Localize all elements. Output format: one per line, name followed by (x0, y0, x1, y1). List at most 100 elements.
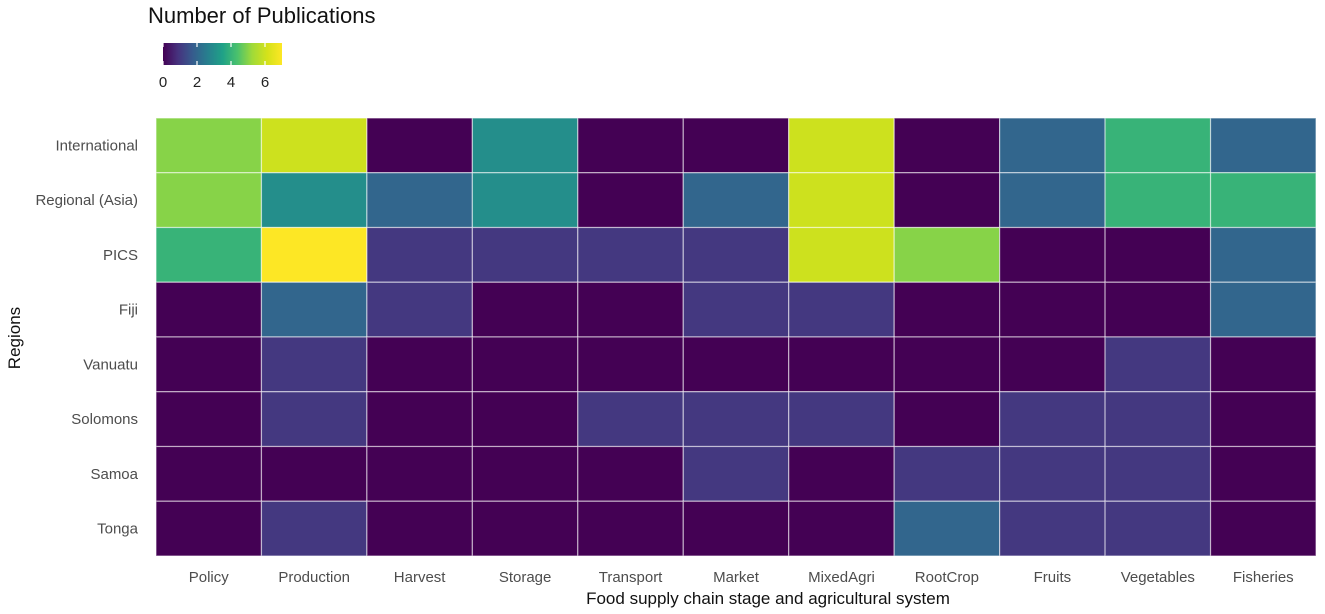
heatmap-cell (155, 172, 263, 229)
heatmap-cell (366, 226, 473, 283)
heatmap-cell (682, 445, 790, 502)
heatmap-cell (788, 226, 895, 283)
heatmap-cell (1104, 117, 1212, 174)
heatmap-cells (155, 117, 1317, 557)
heatmap-cell (1104, 336, 1212, 393)
heatmap-cell (577, 391, 684, 448)
heatmap-cell (577, 172, 684, 229)
x-axis-tick-labels: Policy Production Harvest Storage Transport M… (189, 569, 1294, 586)
heatmap-cell (577, 281, 684, 338)
heatmap-cell (471, 226, 579, 283)
heatmap-cell (366, 445, 473, 502)
heatmap-cell (366, 117, 473, 174)
heatmap-cell (471, 281, 579, 338)
legend-colorbar (163, 43, 282, 65)
heatmap-cell (893, 500, 1001, 557)
heatmap-cell (682, 172, 790, 229)
heatmap-cell (577, 336, 684, 393)
heatmap-cell (260, 336, 368, 393)
heatmap-cell (999, 117, 1106, 174)
heatmap-cell (366, 391, 473, 448)
y-tick-label: PICS (103, 247, 138, 264)
heatmap-cell (893, 281, 1001, 338)
heatmap-cell (1104, 172, 1212, 229)
heatmap-cell (788, 281, 895, 338)
heatmap-cell (893, 391, 1001, 448)
heatmap-cell (1209, 336, 1317, 393)
x-tick-label: Vegetables (1121, 569, 1195, 586)
heatmap-cell (1209, 391, 1317, 448)
heatmap-cell (577, 117, 684, 174)
heatmap-cell (471, 117, 579, 174)
y-tick-label: Regional (Asia) (35, 192, 138, 209)
heatmap-cell (1209, 226, 1317, 283)
y-tick-label: Solomons (71, 411, 138, 428)
y-tick-label: Fiji (119, 302, 138, 319)
heatmap-cell (788, 336, 895, 393)
heatmap-cell (260, 391, 368, 448)
heatmap-cell (155, 391, 263, 448)
heatmap-cell (260, 117, 368, 174)
x-tick-label: MixedAgri (808, 569, 875, 586)
heatmap-cell (682, 117, 790, 174)
legend-tick-label: 4 (227, 74, 235, 91)
heatmap-cell (577, 445, 684, 502)
heatmap-cell (155, 117, 263, 174)
heatmap-cell (155, 500, 263, 557)
heatmap-cell (471, 445, 579, 502)
x-tick-label: Market (713, 569, 760, 586)
heatmap-cell (155, 336, 263, 393)
heatmap-cell (893, 117, 1001, 174)
heatmap-cell (893, 172, 1001, 229)
legend-tick-label: 6 (261, 74, 269, 91)
heatmap-cell (999, 500, 1106, 557)
heatmap-cell (366, 336, 473, 393)
heatmap-cell (788, 391, 895, 448)
heatmap-cell (1209, 117, 1317, 174)
heatmap-cell (999, 226, 1106, 283)
heatmap-cell (471, 336, 579, 393)
heatmap-cell (1104, 281, 1212, 338)
heatmap-cell (788, 117, 895, 174)
y-tick-label: International (55, 137, 138, 154)
heatmap-cell (260, 226, 368, 283)
y-axis-title: Regions (5, 307, 24, 369)
x-tick-label: Fruits (1034, 569, 1072, 586)
heatmap-cell (893, 226, 1001, 283)
heatmap-cell (1104, 445, 1212, 502)
heatmap-cell (999, 445, 1106, 502)
x-tick-label: Production (278, 569, 350, 586)
legend: Number of Publications 0 2 4 6 (148, 3, 375, 91)
y-tick-label: Samoa (90, 466, 138, 483)
y-tick-label: Tonga (97, 521, 139, 538)
x-axis-title: Food supply chain stage and agricultural… (586, 589, 950, 608)
x-tick-label: Fisheries (1233, 569, 1294, 586)
heatmap-cell (471, 500, 579, 557)
heatmap-cell (366, 172, 473, 229)
heatmap-cell (788, 172, 895, 229)
heatmap-cell (155, 226, 263, 283)
heatmap-cell (260, 500, 368, 557)
legend-tick-label: 0 (159, 74, 167, 91)
heatmap-cell (1209, 500, 1317, 557)
heatmap-cell (1209, 445, 1317, 502)
heatmap-cell (155, 281, 263, 338)
heatmap-cell (471, 391, 579, 448)
y-axis-tick-labels: International Regional (Asia) PICS Fiji Vanu… (35, 137, 138, 537)
heatmap-cell (260, 445, 368, 502)
heatmap-cell (1104, 391, 1212, 448)
legend-title: Number of Publications (148, 3, 375, 28)
heatmap-cell (893, 336, 1001, 393)
heatmap-cell (999, 281, 1106, 338)
heatmap-cell (577, 226, 684, 283)
heatmap-cell (1104, 226, 1212, 283)
x-tick-label: Policy (189, 569, 230, 586)
x-tick-label: RootCrop (915, 569, 979, 586)
x-tick-label: Storage (499, 569, 552, 586)
heatmap-cell (788, 500, 895, 557)
heatmap-cell (366, 500, 473, 557)
heatmap-cell (999, 172, 1106, 229)
heatmap-cell (682, 500, 790, 557)
y-tick-label: Vanuatu (83, 356, 138, 373)
